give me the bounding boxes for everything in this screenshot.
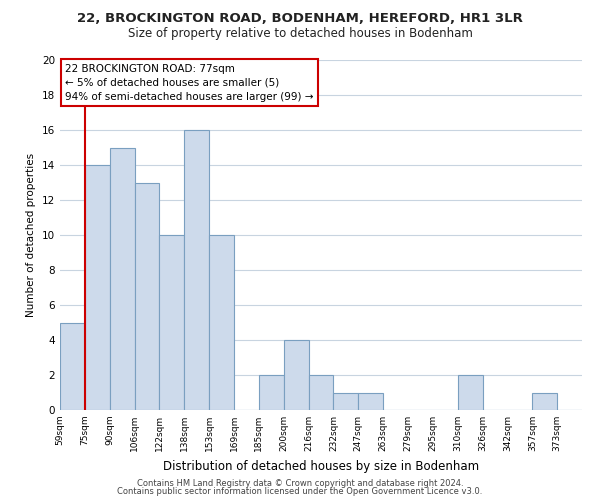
Bar (308, 375, 334, 410)
Y-axis label: Number of detached properties: Number of detached properties (26, 153, 37, 317)
Bar (334, 392, 358, 410)
Text: Contains HM Land Registry data © Crown copyright and database right 2024.: Contains HM Land Registry data © Crown c… (137, 478, 463, 488)
Text: Size of property relative to detached houses in Bodenham: Size of property relative to detached ho… (128, 28, 472, 40)
Bar (160, 235, 184, 410)
X-axis label: Distribution of detached houses by size in Bodenham: Distribution of detached houses by size … (163, 460, 479, 472)
Text: 22 BROCKINGTON ROAD: 77sqm
← 5% of detached houses are smaller (5)
94% of semi-d: 22 BROCKINGTON ROAD: 77sqm ← 5% of detac… (65, 64, 314, 102)
Bar (209, 235, 234, 410)
Bar (532, 392, 557, 410)
Bar (60, 322, 85, 410)
Bar (134, 182, 160, 410)
Text: Contains public sector information licensed under the Open Government Licence v3: Contains public sector information licen… (118, 487, 482, 496)
Bar (284, 340, 308, 410)
Bar (85, 165, 110, 410)
Bar (184, 130, 209, 410)
Bar (110, 148, 134, 410)
Bar (259, 375, 284, 410)
Text: 22, BROCKINGTON ROAD, BODENHAM, HEREFORD, HR1 3LR: 22, BROCKINGTON ROAD, BODENHAM, HEREFORD… (77, 12, 523, 26)
Bar (358, 392, 383, 410)
Bar (458, 375, 482, 410)
